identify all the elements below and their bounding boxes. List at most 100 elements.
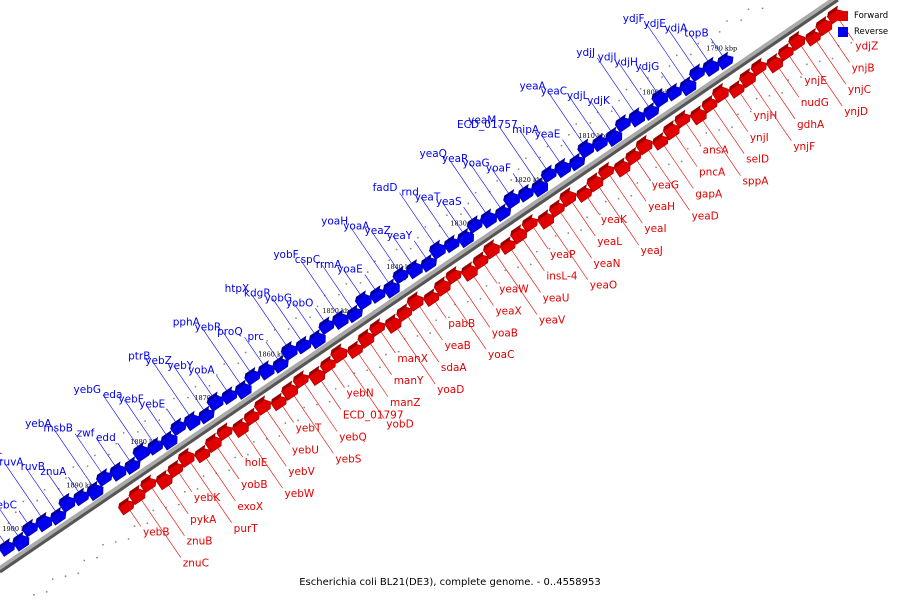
- gene-arrow: [234, 379, 252, 400]
- gene-label: gdhA: [797, 119, 825, 131]
- gene-label: yoaH: [321, 215, 348, 227]
- gene-label: yebR: [195, 321, 222, 333]
- gene-leader: [481, 261, 498, 284]
- tick-dot: [496, 179, 499, 182]
- gene-leader: [263, 406, 291, 445]
- tick-dot: [234, 456, 237, 459]
- tick-dot: [699, 144, 702, 147]
- tick-dot: [636, 182, 639, 184]
- legend-reverse: Reverse: [838, 24, 888, 40]
- tick-dot: [345, 282, 348, 285]
- gene-top: [232, 417, 243, 429]
- gene-top: [147, 436, 159, 448]
- gene-top: [701, 94, 713, 106]
- tick-dot: [173, 397, 175, 400]
- gene-arrow: [494, 203, 512, 223]
- gene-top: [221, 386, 233, 398]
- gene-leader: [530, 223, 549, 249]
- gene-arrow: [354, 290, 372, 311]
- gene-arrow: [651, 87, 669, 109]
- gene-top: [167, 459, 179, 471]
- gene-body: [308, 332, 326, 350]
- gene-top: [308, 365, 320, 377]
- tick-dot: [668, 65, 671, 68]
- gene-leader: [442, 202, 468, 239]
- tick-dot: [617, 197, 620, 200]
- gene-label: eda: [103, 389, 123, 401]
- gene-leader: [508, 246, 541, 293]
- gene-top: [592, 133, 603, 145]
- gene-top: [815, 15, 827, 27]
- gene-label: topB: [684, 27, 708, 39]
- gene-label: yebS: [335, 453, 361, 465]
- genome-axis: [0, 0, 839, 574]
- tick-dot: [303, 406, 306, 409]
- gene-top: [243, 407, 255, 419]
- gene-body: [804, 31, 822, 47]
- gene-top: [805, 27, 816, 39]
- gene-top: [183, 410, 195, 422]
- gene-label: yebC: [0, 500, 17, 512]
- tick-dot: [567, 232, 570, 234]
- gene-top: [396, 303, 408, 315]
- tick-dot: [187, 396, 189, 399]
- tick-dot: [297, 419, 300, 422]
- gene-leader: [272, 298, 306, 346]
- gene-top: [628, 107, 640, 119]
- gene-body: [160, 433, 178, 451]
- gene-body: [369, 288, 386, 304]
- gene-arrow: [479, 208, 497, 229]
- tick-dot: [115, 442, 118, 445]
- kbp-label: 1880 kbp: [130, 438, 161, 446]
- tick-dot: [295, 317, 297, 320]
- gene-label: ydjE: [644, 18, 666, 30]
- gene-body: [517, 187, 535, 203]
- gene-body: [392, 269, 409, 285]
- gene-arrow: [146, 436, 164, 456]
- gene-body: [591, 137, 609, 153]
- gene-leader: [244, 337, 268, 372]
- gene-label: znuB: [186, 536, 212, 548]
- gene-leader: [491, 168, 514, 201]
- gene-top: [690, 105, 701, 117]
- gene-leader: [432, 298, 447, 319]
- gene-top: [58, 492, 70, 504]
- gene-label: yoaD: [437, 384, 464, 396]
- gene-arrow: [689, 105, 707, 126]
- gene-label: ydjH: [614, 56, 638, 68]
- gene-arrow: [194, 444, 211, 464]
- tick-dot: [196, 488, 199, 490]
- gene-leader: [667, 28, 699, 74]
- gene-leader: [775, 63, 799, 98]
- gene-leader: [568, 96, 602, 144]
- gene-top: [118, 496, 130, 508]
- gene-arrow: [244, 366, 261, 386]
- tick-dot: [334, 387, 337, 390]
- tick-dot: [366, 369, 369, 372]
- gene-top: [429, 239, 440, 251]
- gene-leader: [343, 269, 366, 302]
- gene-label: yebW: [285, 488, 315, 500]
- gene-top: [160, 430, 172, 441]
- gene-body: [244, 370, 261, 386]
- gene-top: [140, 474, 152, 486]
- gene-label: ruvB: [21, 461, 45, 473]
- gene-body: [183, 414, 201, 432]
- tick-dot: [144, 420, 147, 423]
- kbp-label: 1820 kbp: [514, 176, 545, 184]
- gene-body: [318, 320, 335, 336]
- gene-top: [586, 172, 598, 184]
- gene-leader: [173, 366, 208, 416]
- gene-arrow: [346, 304, 363, 324]
- gene-arrow: [537, 209, 555, 230]
- gene-label: manZ: [390, 397, 421, 409]
- gene-label: yobO: [286, 297, 314, 309]
- tick-dot: [208, 384, 211, 387]
- tick-dot: [474, 191, 477, 194]
- gene-label: znuA: [40, 466, 67, 478]
- gene-label: sppA: [742, 176, 769, 188]
- gene-leader: [470, 272, 494, 306]
- gene-body: [295, 339, 312, 355]
- gene-body: [460, 265, 478, 282]
